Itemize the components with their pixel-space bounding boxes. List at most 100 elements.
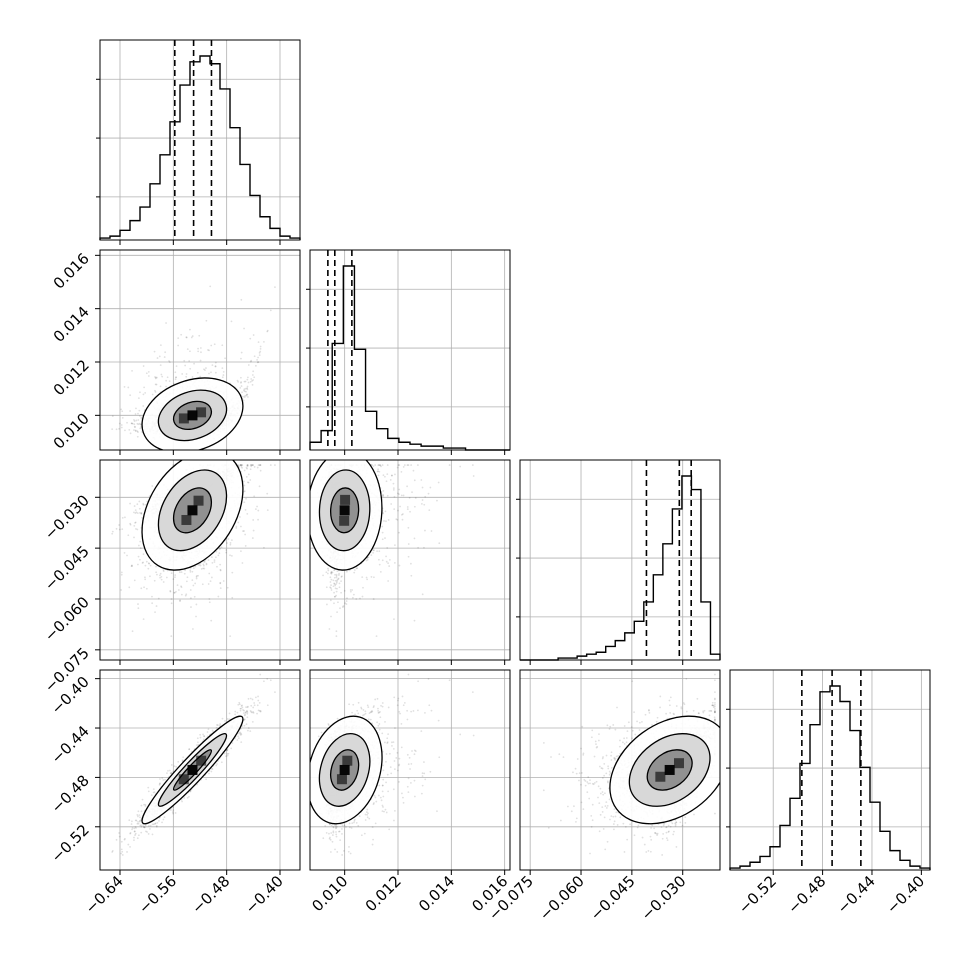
sample-point: [246, 465, 249, 468]
sample-point: [207, 349, 209, 351]
sample-point: [189, 367, 192, 370]
sample-point: [199, 359, 202, 362]
sample-point: [173, 591, 176, 594]
sample-point: [191, 335, 194, 337]
sample-point: [370, 554, 373, 557]
sample-point: [144, 503, 147, 506]
sample-point: [266, 509, 269, 511]
histogram-line: [520, 475, 721, 661]
sample-point: [247, 381, 250, 384]
sample-point: [137, 544, 140, 547]
sample-point: [136, 422, 139, 425]
sample-point: [175, 376, 177, 379]
sample-point: [160, 575, 163, 578]
sample-point: [154, 376, 156, 378]
sample-point: [231, 596, 234, 599]
sample-point: [202, 567, 205, 570]
sample-point: [246, 387, 248, 390]
sample-point: [214, 361, 217, 364]
sample-point: [143, 586, 145, 589]
sample-point: [249, 380, 252, 383]
sample-point: [165, 576, 168, 579]
sample-point: [245, 390, 247, 393]
sample-point: [252, 529, 255, 532]
sample-point: [385, 560, 388, 563]
sample-point: [142, 503, 145, 506]
sample-point: [239, 516, 241, 518]
sample-point: [161, 375, 164, 378]
sample-point: [244, 533, 247, 536]
sample-point: [243, 390, 246, 393]
sample-point: [136, 528, 139, 531]
sample-point: [242, 389, 245, 392]
sample-point: [217, 554, 220, 557]
sample-point: [133, 425, 136, 428]
sample-point: [372, 576, 375, 579]
sample-point: [180, 593, 183, 596]
sample-point: [124, 516, 126, 519]
sample-point: [246, 378, 249, 381]
sample-point: [225, 549, 228, 551]
sample-point: [144, 391, 147, 394]
sample-point: [334, 573, 336, 576]
sample-point: [410, 562, 412, 565]
sample-point: [162, 581, 165, 583]
sample-point: [242, 480, 245, 483]
sample-point: [118, 422, 121, 425]
sample-point: [154, 389, 156, 392]
sample-point: [163, 356, 166, 358]
sample-point: [241, 391, 243, 394]
sample-point: [231, 571, 234, 574]
sample-point: [134, 426, 136, 429]
sample-point: [170, 572, 173, 575]
sample-point: [193, 595, 196, 598]
sample-point: [133, 420, 136, 422]
sample-point: [204, 369, 206, 372]
sample-point: [173, 591, 176, 594]
sample-point: [246, 481, 249, 484]
sample-point: [250, 378, 253, 380]
sample-point: [221, 376, 224, 379]
sample-point: [258, 351, 261, 354]
sample-point: [142, 561, 144, 564]
sample-point: [159, 364, 162, 366]
sample-point: [203, 560, 205, 563]
sample-point: [168, 380, 171, 383]
hist-panel-2: [306, 249, 511, 451]
sample-point: [134, 521, 136, 524]
sample-point: [137, 563, 139, 566]
sample-point: [134, 512, 137, 515]
sample-point: [153, 579, 156, 582]
sample-point: [388, 565, 391, 567]
sample-point: [174, 574, 177, 576]
sample-point: [257, 341, 260, 344]
sample-point: [164, 351, 167, 354]
sample-point: [199, 375, 202, 378]
sample-point: [111, 415, 114, 418]
sample-point: [266, 329, 269, 332]
sample-point: [186, 348, 189, 350]
sample-point: [208, 349, 210, 352]
sample-point: [216, 565, 218, 568]
sample-point: [200, 568, 203, 570]
sample-point: [145, 560, 148, 563]
sample-point: [240, 357, 242, 360]
sample-point: [251, 464, 253, 466]
sample-point: [88, 427, 90, 429]
sample-point: [235, 525, 238, 528]
sample-point: [120, 571, 123, 574]
sample-point: [372, 598, 375, 600]
sample-point: [209, 285, 212, 288]
sample-point: [336, 570, 339, 573]
sample-point: [194, 582, 197, 585]
sample-point: [175, 365, 178, 368]
sample-point: [252, 464, 255, 466]
sample-point: [185, 593, 188, 596]
sample-point: [428, 509, 431, 511]
sample-point: [241, 466, 243, 469]
sample-point: [417, 546, 420, 549]
sample-point: [243, 396, 246, 398]
sample-point: [222, 580, 225, 582]
sample-point: [243, 388, 246, 391]
